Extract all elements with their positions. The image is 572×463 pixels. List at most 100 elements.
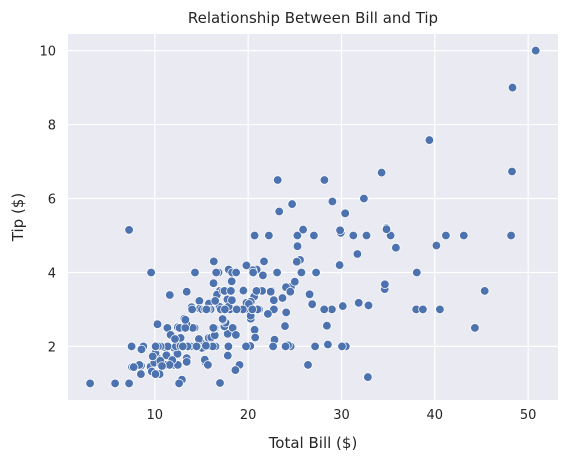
data-point [266,287,276,297]
data-point [157,361,167,371]
data-point [319,175,330,185]
data-point [285,287,295,297]
data-point [259,256,269,267]
data-point [110,378,120,389]
data-point [470,323,480,333]
data-point [337,341,347,352]
data-point [220,304,230,315]
data-point [310,341,320,352]
y-tick-labels: 2 4 6 8 10 [39,45,56,356]
data-point [292,257,302,267]
data-point [348,230,358,241]
data-point [424,135,435,145]
data-point [431,240,442,251]
data-point [148,351,158,362]
y-axis-label: Tip ($) [9,193,27,242]
data-point [226,286,236,296]
data-point [174,378,184,389]
data-point [323,339,333,350]
x-tick-label: 50 [520,408,537,423]
data-point [269,295,279,305]
data-point [238,285,249,296]
data-point [146,267,156,278]
data-point [231,267,241,278]
y-tick-label: 6 [48,193,56,208]
x-tick-label: 40 [427,408,444,423]
data-point [531,45,541,56]
data-point [268,341,278,352]
data-point [227,295,237,305]
data-point [334,260,345,270]
data-point [223,350,233,361]
data-point [459,230,469,241]
data-point [335,225,345,235]
data-point [292,230,303,241]
y-tick-label: 2 [48,340,56,355]
data-point [363,372,373,382]
data-point [217,314,228,324]
data-point [223,341,234,352]
data-point [194,296,205,306]
data-point [338,301,348,311]
x-tick-label: 30 [333,408,350,423]
data-point [507,82,518,93]
data-point [209,256,219,267]
data-point [277,293,288,303]
vertical-gridlines [154,34,529,400]
data-point [251,286,262,296]
data-point [129,362,139,372]
data-point [363,300,374,311]
data-point [150,341,161,352]
y-tick-label: 8 [48,119,56,134]
data-point [178,341,188,352]
data-point [136,344,147,355]
data-point [231,330,241,340]
data-point [180,323,190,333]
data-point [296,267,307,278]
data-point [191,341,202,352]
data-point [319,304,329,315]
data-point [352,249,363,259]
data-point [249,230,260,241]
data-point [304,289,315,299]
data-point [507,166,517,177]
data-point [201,304,212,315]
data-point [506,230,516,241]
data-point [247,304,257,315]
data-point [182,287,192,297]
data-point [311,267,321,278]
plot-area [68,34,558,400]
data-point [292,241,303,251]
data-point [280,321,290,331]
data-point [249,325,260,335]
data-point [164,360,175,370]
data-point [136,369,146,379]
data-point [230,365,241,375]
x-tick-label: 10 [147,408,164,423]
data-point [215,378,225,388]
data-point [124,378,134,389]
data-point [152,319,163,329]
data-point [187,304,197,315]
data-point [274,206,284,217]
data-point [264,230,274,241]
data-point [232,304,242,315]
data-point [435,304,445,315]
chart-title: Relationship Between Bill and Tip [188,9,438,27]
data-point [201,341,211,351]
data-point [287,199,297,209]
data-point [208,278,219,288]
data-point [227,276,237,286]
data-point [290,277,300,287]
data-point [418,304,428,315]
data-point [480,286,490,296]
data-point [376,167,387,178]
data-point [354,298,364,308]
data-point [248,267,258,278]
x-tick-labels: 10 20 30 40 50 [147,408,537,423]
data-point [441,230,451,241]
data-point [258,270,268,281]
data-point [241,341,251,352]
data-point [381,224,392,234]
